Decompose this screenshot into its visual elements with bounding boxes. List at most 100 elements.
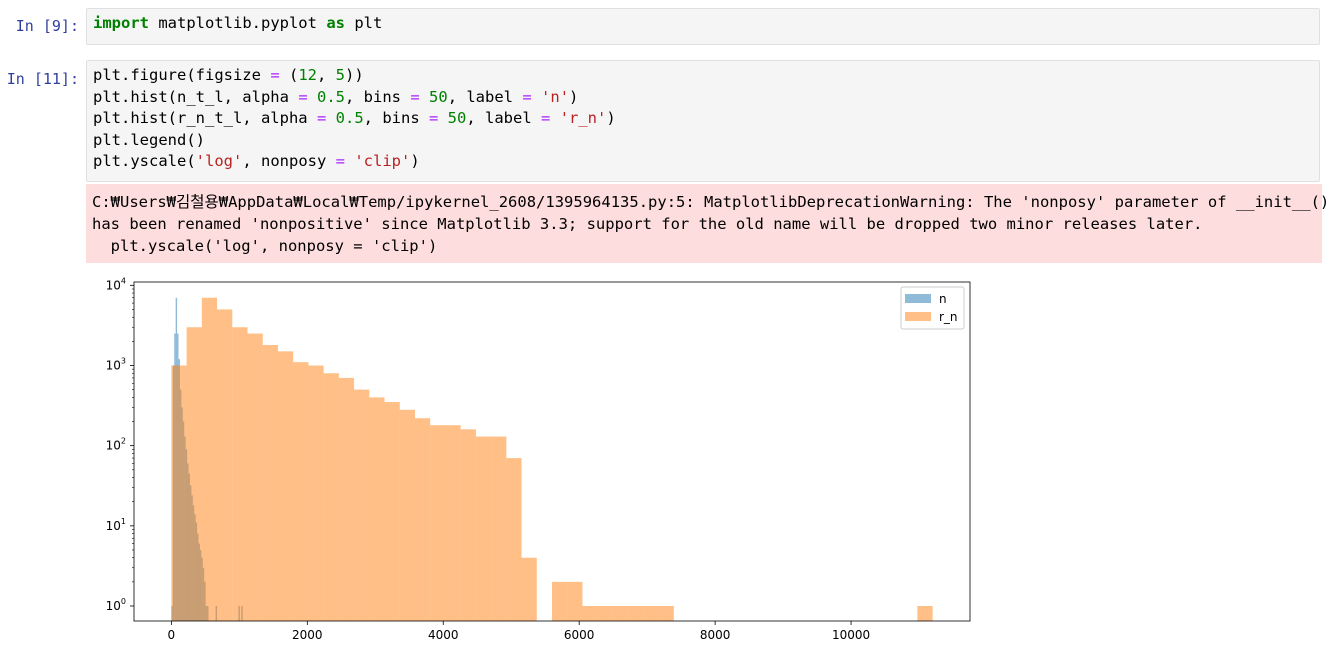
histogram-bar-r_n (521, 557, 537, 621)
histogram-bar-r_n (308, 365, 324, 621)
code-token: = (335, 152, 345, 170)
y-tick-label: 104 (106, 276, 126, 292)
code-editor[interactable]: plt.figure(figsize = (12, 5)) plt.hist(n_… (87, 61, 1319, 177)
axes-frame (133, 281, 971, 622)
code-line: plt.figure(figsize = (12, 5)) (93, 65, 1313, 87)
histogram-bar-r_n (491, 436, 507, 621)
code-token: = (428, 109, 439, 127)
code-token (550, 109, 559, 127)
code-token: 50 (447, 109, 467, 127)
code-editor[interactable]: import matplotlib.pyplot as plt (87, 9, 1319, 39)
stderr-line: plt.yscale('log', nonposy = 'clip') (92, 237, 438, 255)
code-token: , label (466, 109, 541, 127)
code-token: ( (279, 66, 299, 84)
code-token: , bins (345, 87, 411, 106)
histogram-bar-r_n (262, 345, 278, 621)
code-cell-input[interactable]: import matplotlib.pyplot as plt (86, 8, 1320, 45)
code-token (438, 109, 447, 127)
code-token: as (326, 14, 345, 32)
code-token: = (522, 87, 532, 106)
code-token: = (298, 87, 308, 106)
code-token: ) (569, 87, 579, 106)
histogram-bar-r_n (414, 418, 431, 621)
x-tick-label: 2000 (292, 628, 323, 642)
code-token (420, 88, 429, 106)
code-token: ) (410, 152, 420, 170)
histogram-bar-r_n (567, 581, 583, 621)
legend-swatch-r_n (905, 312, 931, 321)
stderr-output: C:₩Users₩김철용₩AppData₩Local₩Temp/ipykerne… (86, 184, 1330, 263)
histogram-bar-r_n (643, 606, 659, 621)
code-token: plt (344, 14, 383, 32)
x-tick-label: 0 (168, 628, 176, 642)
histogram-bar-r_n (338, 377, 355, 621)
code-token: 'r_n' (559, 109, 607, 127)
code-token: plt.legend() (93, 130, 205, 149)
histogram-bar-r_n (430, 425, 446, 621)
code-token: = (410, 87, 420, 106)
code-token: 'n' (541, 87, 570, 106)
histogram-plot: 0 2000 4000 6000 8000 10000 100 101 102 103 104 n r_… (90, 272, 990, 644)
legend-label-n: n (939, 292, 947, 306)
code-token: 50 (429, 87, 448, 106)
code-token: 12 (298, 66, 317, 84)
x-tick-label: 8000 (700, 628, 731, 642)
code-token: plt.yscale( (93, 152, 196, 170)
code-line: plt.legend() (93, 130, 1313, 152)
histogram-bar-r_n (277, 351, 294, 621)
histogram-bar-r_n (445, 425, 461, 621)
histogram-bar-r_n (612, 606, 629, 621)
histogram-bar-r_n (582, 606, 598, 621)
code-token: plt.figure(figsize (93, 66, 271, 84)
code-token (532, 88, 541, 106)
code-token: matplotlib.pyplot (149, 14, 327, 32)
code-token: 0.5 (335, 109, 364, 127)
code-token: , (317, 66, 336, 84)
input-prompt: In [11]: (6, 70, 79, 88)
histogram-bar-r_n (217, 309, 233, 621)
stderr-line: C:₩Users₩김철용₩AppData₩Local₩Temp/ipykerne… (92, 193, 1330, 211)
code-token: = (316, 109, 327, 127)
stderr-line: has been renamed 'nonpositive' since Mat… (92, 215, 1203, 233)
histogram-bar-r_n (552, 581, 568, 621)
histogram-bar-r_n (475, 436, 492, 621)
code-token (308, 88, 317, 106)
code-token: = (270, 66, 280, 84)
histogram-bar-r_n (171, 365, 187, 621)
x-tick-label: 10000 (832, 628, 870, 642)
histogram-bar-r_n (384, 402, 400, 621)
histogram-bar-r_n (506, 458, 522, 621)
code-token: 0.5 (317, 87, 345, 106)
y-tick-label: 103 (106, 356, 126, 372)
code-token: , nonposy (242, 152, 336, 170)
histogram-bar-r_n (628, 606, 644, 621)
legend-label-r_n: r_n (939, 310, 958, 324)
x-tick-label: 6000 (564, 628, 595, 642)
histogram-bar-r_n (201, 297, 218, 621)
code-token: 5 (335, 66, 346, 84)
code-line: plt.hist(r_n_t_l, alpha = 0.5, bins = 50… (93, 108, 1313, 130)
legend-swatch-n (905, 294, 931, 303)
histogram-bar-r_n (597, 606, 613, 621)
histogram-bar-r_n (354, 389, 370, 621)
y-tick-label: 101 (106, 517, 126, 533)
histogram-bar-r_n (460, 429, 476, 621)
code-cell-input[interactable]: plt.figure(figsize = (12, 5)) plt.hist(n_… (86, 60, 1320, 182)
y-tick-label: 102 (106, 437, 126, 453)
code-line: plt.yscale('log', nonposy = 'clip') (93, 151, 1313, 173)
code-token: 'clip' (354, 152, 411, 170)
histogram-bar-r_n (399, 409, 415, 621)
histogram-bar-r_n (323, 373, 339, 621)
code-token: import (93, 14, 149, 32)
histogram-bar-r_n (369, 397, 385, 621)
code-token: plt.hist(r_n_t_l, alpha (93, 109, 317, 127)
code-token (345, 152, 354, 170)
code-token: , bins (363, 109, 429, 127)
code-line: plt.hist(n_t_l, alpha = 0.5, bins = 50, … (93, 87, 1313, 109)
histogram-bar-r_n (186, 327, 202, 621)
code-token: )) (345, 66, 364, 84)
code-token: ) (606, 109, 616, 127)
histogram-bar-r_n (917, 606, 933, 621)
code-token: , label (447, 87, 523, 106)
histogram-bar-r_n (293, 362, 309, 621)
